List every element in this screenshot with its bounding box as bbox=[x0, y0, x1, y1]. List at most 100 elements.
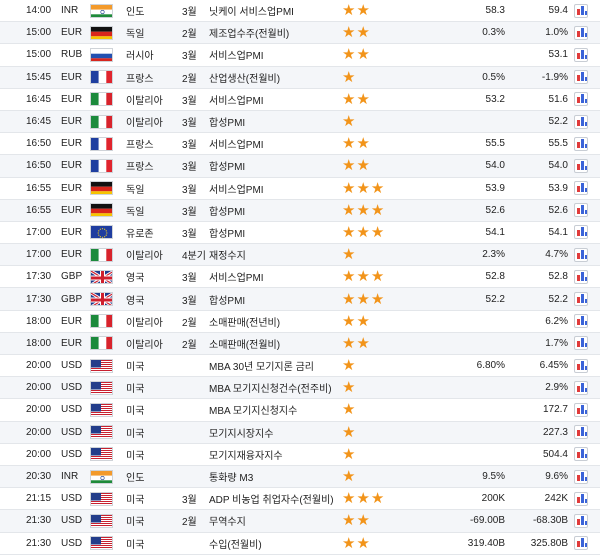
italy-flag-icon bbox=[90, 333, 114, 354]
event-name[interactable]: 재정수지 bbox=[209, 251, 246, 263]
chart-button[interactable] bbox=[574, 89, 594, 110]
table-row: 17:00 EUR 유로존 3월 합성PMI ★ ★ ★ 54.1 54.1 bbox=[0, 222, 600, 245]
chart-icon[interactable] bbox=[574, 269, 588, 284]
chart-icon[interactable] bbox=[574, 158, 588, 173]
chart-button[interactable] bbox=[574, 155, 594, 176]
chart-button[interactable] bbox=[574, 0, 594, 21]
chart-icon[interactable] bbox=[574, 181, 588, 196]
chart-button[interactable] bbox=[574, 111, 594, 132]
chart-icon[interactable] bbox=[574, 380, 588, 395]
chart-icon[interactable] bbox=[574, 292, 588, 307]
event-name[interactable]: 모기지시장지수 bbox=[209, 428, 274, 440]
chart-icon[interactable] bbox=[574, 92, 588, 107]
table-row: 20:00 USD 미국 MBA 30년 모기지론 금리 ★ 6.80% 6.45% bbox=[0, 355, 600, 378]
chart-icon[interactable] bbox=[574, 425, 588, 440]
chart-icon[interactable] bbox=[574, 336, 588, 351]
chart-button[interactable] bbox=[574, 22, 594, 43]
star-icon: ★ bbox=[342, 379, 356, 397]
chart-button[interactable] bbox=[574, 311, 594, 332]
table-row: 20:00 USD 미국 모기지시장지수 ★ 227.3 bbox=[0, 421, 600, 444]
chart-icon[interactable] bbox=[574, 247, 588, 262]
chart-button[interactable] bbox=[574, 333, 594, 354]
chart-button[interactable] bbox=[574, 488, 594, 509]
chart-button[interactable] bbox=[574, 67, 594, 88]
event-name[interactable]: 제조업수주(전월비) bbox=[209, 29, 290, 41]
chart-icon[interactable] bbox=[574, 3, 588, 18]
currency-code: EUR bbox=[61, 138, 83, 150]
chart-icon[interactable] bbox=[574, 447, 588, 462]
chart-icon[interactable] bbox=[574, 225, 588, 240]
chart-button[interactable] bbox=[574, 178, 594, 199]
event-time: 17:30 bbox=[26, 271, 52, 283]
chart-button[interactable] bbox=[574, 399, 594, 420]
chart-icon[interactable] bbox=[574, 402, 588, 417]
star-icon: ★ bbox=[342, 268, 356, 286]
chart-icon[interactable] bbox=[574, 513, 588, 528]
country-name: 독일 bbox=[126, 206, 145, 218]
chart-button[interactable] bbox=[574, 533, 594, 554]
event-name[interactable]: 닛케이 서비스업PMI bbox=[209, 7, 294, 19]
event-name[interactable]: 산업생산(전월비) bbox=[209, 73, 281, 85]
currency-code: INR bbox=[61, 5, 79, 17]
chart-button[interactable] bbox=[574, 422, 594, 443]
chart-icon[interactable] bbox=[574, 536, 588, 551]
event-name[interactable]: 합성PMI bbox=[209, 162, 246, 174]
importance-rating: ★ bbox=[342, 355, 402, 376]
chart-button[interactable] bbox=[574, 266, 594, 287]
event-name[interactable]: 서비스업PMI bbox=[209, 184, 264, 196]
usa-flag-icon bbox=[90, 533, 114, 554]
chart-icon[interactable] bbox=[574, 25, 588, 40]
event-name[interactable]: 서비스업PMI bbox=[209, 51, 264, 63]
event-name[interactable]: MBA 30년 모기지론 금리 bbox=[209, 362, 314, 374]
event-name[interactable]: 서비스업PMI bbox=[209, 140, 264, 152]
chart-button[interactable] bbox=[574, 377, 594, 398]
event-name[interactable]: MBA 모기지신청건수(전주비) bbox=[209, 384, 332, 396]
star-icon: ★ bbox=[342, 468, 356, 486]
event-name[interactable]: 소매판매(전월비) bbox=[209, 339, 281, 351]
chart-button[interactable] bbox=[574, 200, 594, 221]
event-name[interactable]: ADP 비농업 취업자수(전월비) bbox=[209, 495, 334, 507]
event-name[interactable]: 모기지재융자지수 bbox=[209, 450, 283, 462]
event-name[interactable]: 수입(전월비) bbox=[209, 539, 262, 551]
star-icon: ★ bbox=[342, 445, 356, 463]
period: 3월 bbox=[182, 51, 197, 63]
event-name[interactable]: 서비스업PMI bbox=[209, 95, 264, 107]
previous-value: 2.9% bbox=[545, 382, 568, 394]
event-name[interactable]: MBA 모기지신청지수 bbox=[209, 406, 298, 418]
chart-button[interactable] bbox=[574, 355, 594, 376]
chart-button[interactable] bbox=[574, 244, 594, 265]
chart-icon[interactable] bbox=[574, 114, 588, 129]
italy-flag-icon bbox=[90, 311, 114, 332]
country-name: 프랑스 bbox=[126, 162, 154, 174]
event-name[interactable]: 소매판매(전년비) bbox=[209, 317, 281, 329]
event-name[interactable]: 합성PMI bbox=[209, 295, 246, 307]
event-name[interactable]: 서비스업PMI bbox=[209, 273, 264, 285]
chart-button[interactable] bbox=[574, 466, 594, 487]
chart-button[interactable] bbox=[574, 222, 594, 243]
importance-rating: ★ ★ bbox=[342, 133, 402, 154]
chart-icon[interactable] bbox=[574, 47, 588, 62]
event-name[interactable]: 합성PMI bbox=[209, 206, 246, 218]
country-name: 이탈리아 bbox=[126, 118, 163, 130]
chart-icon[interactable] bbox=[574, 314, 588, 329]
chart-icon[interactable] bbox=[574, 136, 588, 151]
event-name[interactable]: 무역수지 bbox=[209, 517, 246, 529]
period bbox=[182, 355, 210, 376]
actual-value: 9.5% bbox=[482, 471, 505, 483]
chart-icon[interactable] bbox=[574, 469, 588, 484]
chart-button[interactable] bbox=[574, 288, 594, 309]
chart-button[interactable] bbox=[574, 444, 594, 465]
event-name[interactable]: 합성PMI bbox=[209, 118, 246, 130]
chart-button[interactable] bbox=[574, 44, 594, 65]
event-name[interactable]: 합성PMI bbox=[209, 228, 246, 240]
chart-button[interactable] bbox=[574, 510, 594, 531]
country-name: 이탈리아 bbox=[126, 317, 163, 329]
chart-icon[interactable] bbox=[574, 491, 588, 506]
event-time: 17:00 bbox=[26, 226, 52, 238]
chart-icon[interactable] bbox=[574, 70, 588, 85]
event-name[interactable]: 통화량 M3 bbox=[209, 473, 254, 485]
chart-icon[interactable] bbox=[574, 203, 588, 218]
chart-button[interactable] bbox=[574, 133, 594, 154]
chart-icon[interactable] bbox=[574, 358, 588, 373]
germany-flag-icon bbox=[90, 22, 114, 43]
